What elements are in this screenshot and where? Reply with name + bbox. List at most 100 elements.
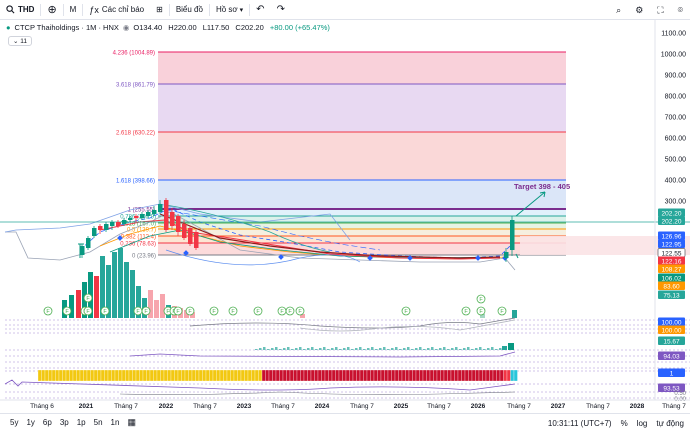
time-tick-label: Tháng 6 — [30, 403, 54, 410]
interval-button[interactable]: M — [64, 0, 83, 20]
sub-panes — [4, 317, 690, 399]
chart-type-button[interactable]: Biểu đồ — [170, 0, 209, 20]
price-label-box — [658, 239, 685, 248]
time-tick-label: 2022 — [159, 403, 174, 410]
log-toggle[interactable]: log — [636, 418, 648, 428]
volume-bar — [300, 314, 305, 318]
range-button-5n[interactable]: 5n — [93, 418, 103, 427]
heat-cell — [482, 369, 487, 382]
heat-cell — [380, 369, 385, 382]
fibonacci-extension[interactable]: 4.236 (1004.89) 3.618 (861.79) 2.618 (630.… — [113, 51, 690, 260]
rsi-line — [129, 351, 516, 358]
heat-cell — [167, 369, 172, 382]
price-label-text: 106.02 — [662, 275, 682, 282]
search-icon: ⌕ — [616, 4, 622, 15]
fib-zone — [158, 229, 566, 236]
volume-bar — [100, 256, 105, 318]
target-arrow — [515, 253, 519, 259]
calendar-icon[interactable]: ▦ — [127, 417, 136, 427]
range-button-5y[interactable]: 5y — [10, 418, 19, 427]
histogram-bar — [495, 349, 498, 350]
percent-toggle[interactable]: % — [620, 418, 628, 428]
symbol-search[interactable]: THD — [0, 0, 40, 20]
legend-title: CTCP Thaiholdings · 1M · HNX — [14, 23, 119, 32]
ma-darkred — [159, 213, 501, 259]
fundamental-marker-label: F — [144, 309, 148, 315]
settings-button[interactable]: ⚙ — [628, 0, 650, 20]
heat-cell — [118, 369, 123, 382]
fullscreen-button[interactable]: ⛶ — [650, 0, 670, 20]
histogram-bar — [343, 348, 346, 350]
indicators-count-toggle[interactable]: ⌄ 11 — [8, 36, 33, 46]
heat-cell — [370, 369, 375, 382]
histogram-bar — [415, 348, 418, 350]
heat-cell — [226, 369, 231, 382]
undo-button[interactable]: ↶ — [250, 0, 270, 20]
fundamental-marker-label: F — [479, 309, 483, 315]
heat-cell — [55, 369, 60, 382]
indicators-button[interactable]: ƒx Các chỉ báo — [83, 0, 150, 20]
auto-toggle[interactable]: tự động — [656, 418, 684, 428]
candle-wick — [78, 243, 84, 258]
indicators-count: 11 — [20, 38, 28, 45]
heat-cell — [282, 369, 287, 382]
indicators-icon: ƒx — [89, 4, 99, 15]
candle-body — [170, 212, 175, 226]
snapshot-button[interactable]: ⌾ — [671, 0, 690, 20]
heat-cell — [496, 369, 501, 382]
histogram-bar — [387, 349, 390, 350]
layout-grid-button[interactable]: ⊞ — [150, 0, 169, 20]
fundamental-marker-label: F — [231, 309, 235, 315]
candle-body — [122, 220, 127, 224]
price-label-text: 202.20 — [662, 218, 682, 225]
heat-cell — [401, 369, 406, 382]
histogram-bar — [383, 347, 386, 350]
range-button-1n[interactable]: 1n — [110, 418, 120, 427]
price-label-text: 83.60 — [663, 283, 680, 290]
price-label-text: 1 — [670, 370, 674, 377]
fundamental-marker — [476, 306, 486, 316]
histogram-bar — [471, 349, 474, 350]
price-label-box — [658, 336, 685, 345]
heat-cell — [342, 369, 347, 382]
heat-cell — [510, 369, 515, 382]
price-tick-label: 500.00 — [665, 157, 687, 164]
fib-zone — [158, 52, 566, 84]
heat-cell — [251, 369, 256, 382]
candle-body — [146, 212, 151, 216]
heat-cell — [468, 369, 473, 382]
heat-cell — [247, 369, 252, 382]
candle-body — [92, 228, 97, 236]
divider — [62, 3, 64, 16]
price-tick-label: 1100.00 — [661, 31, 686, 38]
candle-body — [176, 216, 181, 232]
range-button-1y[interactable]: 1y — [26, 418, 35, 427]
legend-dot-icon: ● — [6, 23, 11, 32]
target-annotation: Target 398 - 405 — [514, 182, 570, 191]
time-tick-label: 2024 — [315, 403, 330, 410]
heat-cell — [174, 369, 179, 382]
heat-cell — [86, 369, 91, 382]
price-label-text: 94.03 — [663, 353, 680, 360]
fundamental-marker-label: F — [103, 309, 107, 315]
heat-cell — [41, 369, 46, 382]
range-button-1p[interactable]: 1p — [76, 418, 86, 427]
volume-histogram: FFFFFFFFFFFFFFFFFFFFFFF — [43, 248, 517, 318]
eye-icon[interactable]: ◉ — [122, 23, 130, 32]
redo-button[interactable]: ↷ — [271, 0, 291, 20]
heat-cell — [37, 369, 42, 382]
open-value: O134.40 — [133, 23, 163, 32]
range-button-3p[interactable]: 3p — [59, 418, 69, 427]
range-button-6p[interactable]: 6p — [42, 418, 52, 427]
histogram-bar — [263, 347, 266, 350]
fundamental-marker-label: F — [404, 309, 408, 315]
chart-canvas[interactable]: 4.236 (1004.89) 3.618 (861.79) 2.618 (630.… — [0, 0, 690, 413]
fundamental-marker — [461, 306, 471, 316]
add-symbol-button[interactable]: ⊕ — [41, 0, 62, 20]
candle-body — [182, 224, 187, 238]
signal-diamond — [407, 255, 413, 261]
quick-search-button[interactable]: ⌕ — [609, 0, 628, 20]
ma-red — [99, 219, 501, 260]
profile-button[interactable]: Hồ sơ ▾ — [210, 0, 249, 20]
histogram-bar — [295, 348, 298, 350]
